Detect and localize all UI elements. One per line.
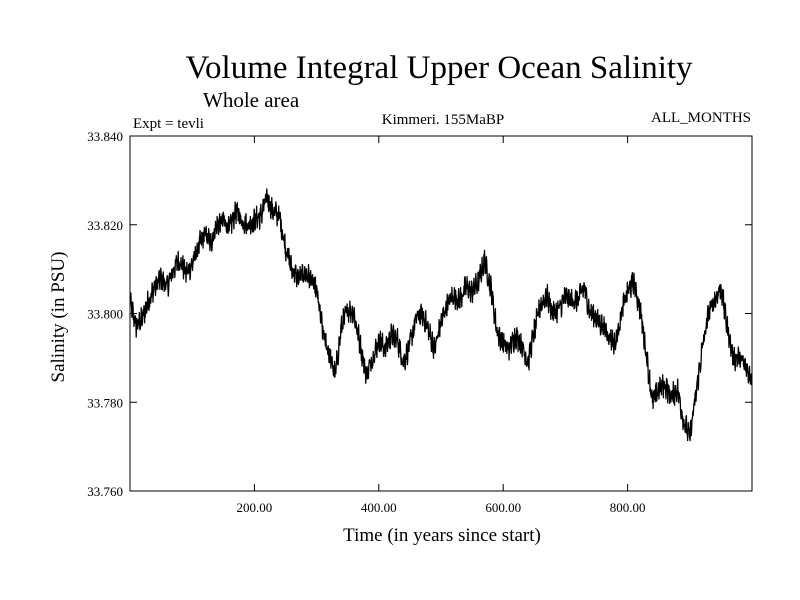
- x-axis-label: Time (in years since start): [343, 525, 541, 546]
- x-tick-label: 200.00: [237, 500, 273, 515]
- chart-title: Volume Integral Upper Ocean Salinity: [185, 50, 693, 86]
- y-axis-ticks: 33.760 33.780 33.800 33.820 33.840: [87, 129, 752, 499]
- y-tick-label: 33.780: [87, 395, 123, 410]
- months-label: ALL_MONTHS: [651, 110, 751, 126]
- y-tick-label: 33.820: [87, 218, 123, 233]
- experiment-label: Expt = tevli: [133, 116, 204, 132]
- plot-frame: [129, 135, 753, 492]
- plot-area: [129, 188, 753, 442]
- salinity-series-line: [129, 188, 753, 442]
- y-tick-label: 33.840: [87, 129, 123, 144]
- y-tick-label: 33.760: [87, 484, 123, 499]
- x-tick-label: 400.00: [361, 500, 397, 515]
- period-label: Kimmeri. 155MaBP: [382, 112, 505, 128]
- chart-subtitle: Whole area: [203, 88, 300, 112]
- x-axis-ticks: 200.00 400.00 600.00 800.00: [237, 136, 646, 515]
- x-tick-label: 600.00: [485, 500, 521, 515]
- x-tick-label: 800.00: [610, 500, 646, 515]
- y-tick-label: 33.800: [87, 307, 123, 322]
- y-axis-label: Salinity (in PSU): [48, 252, 69, 383]
